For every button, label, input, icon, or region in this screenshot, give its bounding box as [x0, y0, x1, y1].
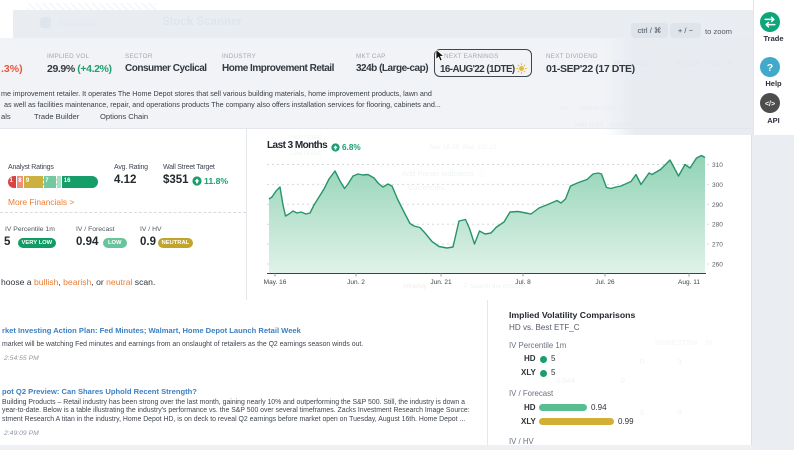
- svg-text:Jun. 2: Jun. 2: [347, 279, 365, 286]
- svg-text:May. 16: May. 16: [264, 279, 287, 286]
- svg-text:270: 270: [712, 242, 723, 249]
- svg-text:300: 300: [712, 182, 723, 189]
- svg-text:?: ?: [766, 61, 772, 73]
- svg-text:Jun. 21: Jun. 21: [430, 279, 452, 286]
- svg-text:Jul. 8: Jul. 8: [515, 279, 531, 286]
- svg-text:280: 280: [712, 222, 723, 229]
- svg-text:</>: </>: [764, 101, 774, 108]
- svg-text:310: 310: [712, 162, 723, 169]
- svg-text:Jul. 26: Jul. 26: [595, 279, 615, 286]
- svg-text:290: 290: [712, 202, 723, 209]
- svg-text:260: 260: [712, 262, 723, 269]
- svg-text:Aug. 11: Aug. 11: [678, 279, 700, 286]
